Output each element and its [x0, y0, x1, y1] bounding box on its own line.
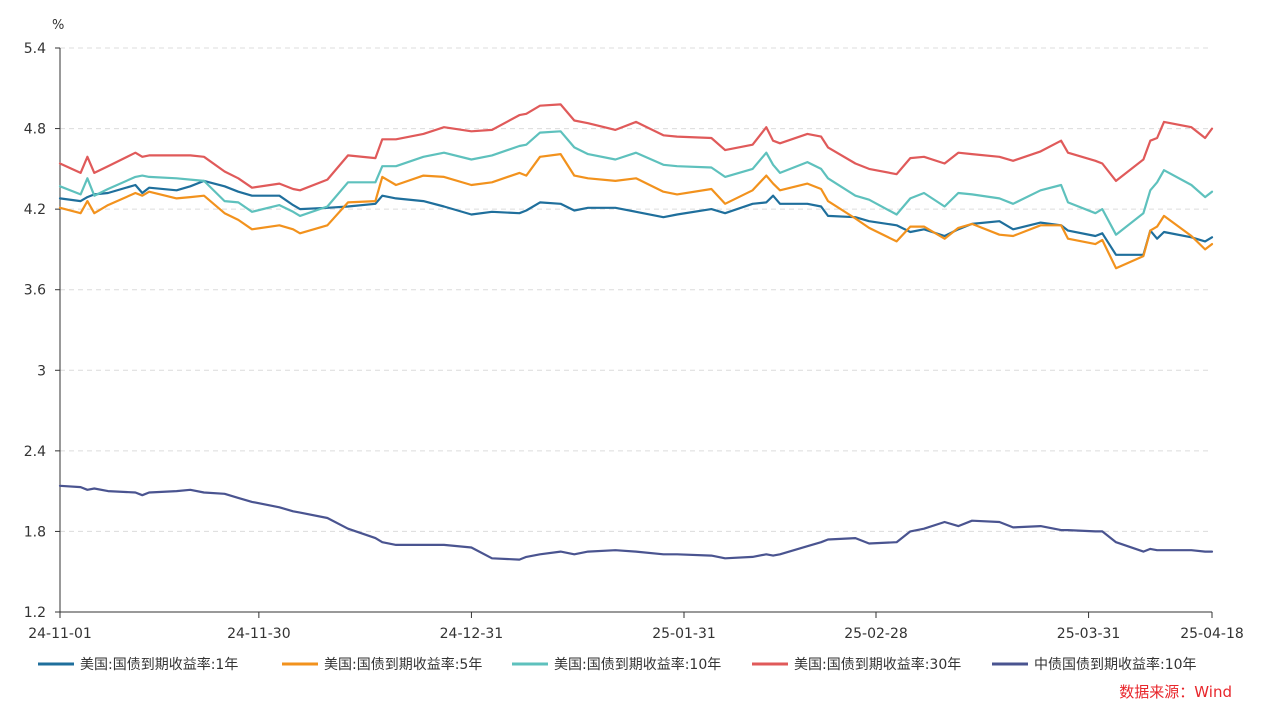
legend-label-1: 美国:国债到期收益率:5年: [324, 656, 482, 673]
x-tick-label: 25-03-31: [1057, 626, 1121, 642]
y-tick-label: 1.8: [24, 524, 46, 540]
series-line-2: [58, 130, 1214, 236]
series-line-1: [58, 153, 1214, 270]
y-tick-labels: 5.4 4.8 4.2 3.6 3 2.4 1.8 1.2: [24, 41, 60, 621]
y-tick-label: 5.4: [24, 41, 46, 57]
x-tick-labels: 24-11-01 24-11-30 24-12-31 25-01-31 25-02-28…: [28, 612, 1244, 642]
grid-lines: [60, 47, 1212, 532]
y-axis-unit: %: [52, 18, 64, 33]
x-tick-label: 25-04-18: [1180, 626, 1244, 642]
x-tick-label: 25-02-28: [844, 626, 908, 642]
legend-label-0: 美国:国债到期收益率:1年: [80, 656, 238, 673]
series-line-4: [58, 484, 1214, 561]
y-tick-label: 4.2: [24, 202, 46, 218]
axes: [59, 48, 1212, 613]
legend-label-2: 美国:国债到期收益率:10年: [554, 656, 721, 673]
x-tick-label: 24-12-31: [440, 626, 504, 642]
source-note: 数据来源：Wind: [1119, 683, 1232, 701]
y-tick-label: 3: [37, 363, 46, 379]
legend-label-3: 美国:国债到期收益率:30年: [794, 656, 961, 673]
series-line-3: [58, 103, 1214, 192]
y-tick-label: 1.2: [24, 605, 46, 621]
y-tick-label: 3.6: [24, 283, 46, 299]
series-lines: [58, 103, 1214, 561]
y-tick-label: 4.8: [24, 122, 46, 138]
legend: 美国:国债到期收益率:1年 美国:国债到期收益率:5年 美国:国债到期收益率:10年…: [38, 656, 1197, 673]
y-tick-label: 2.4: [24, 444, 46, 460]
x-tick-label: 24-11-01: [28, 626, 92, 642]
legend-label-4: 中债国债到期收益率:10年: [1034, 656, 1197, 673]
x-tick-label: 25-01-31: [652, 626, 716, 642]
x-tick-label: 24-11-30: [227, 626, 291, 642]
